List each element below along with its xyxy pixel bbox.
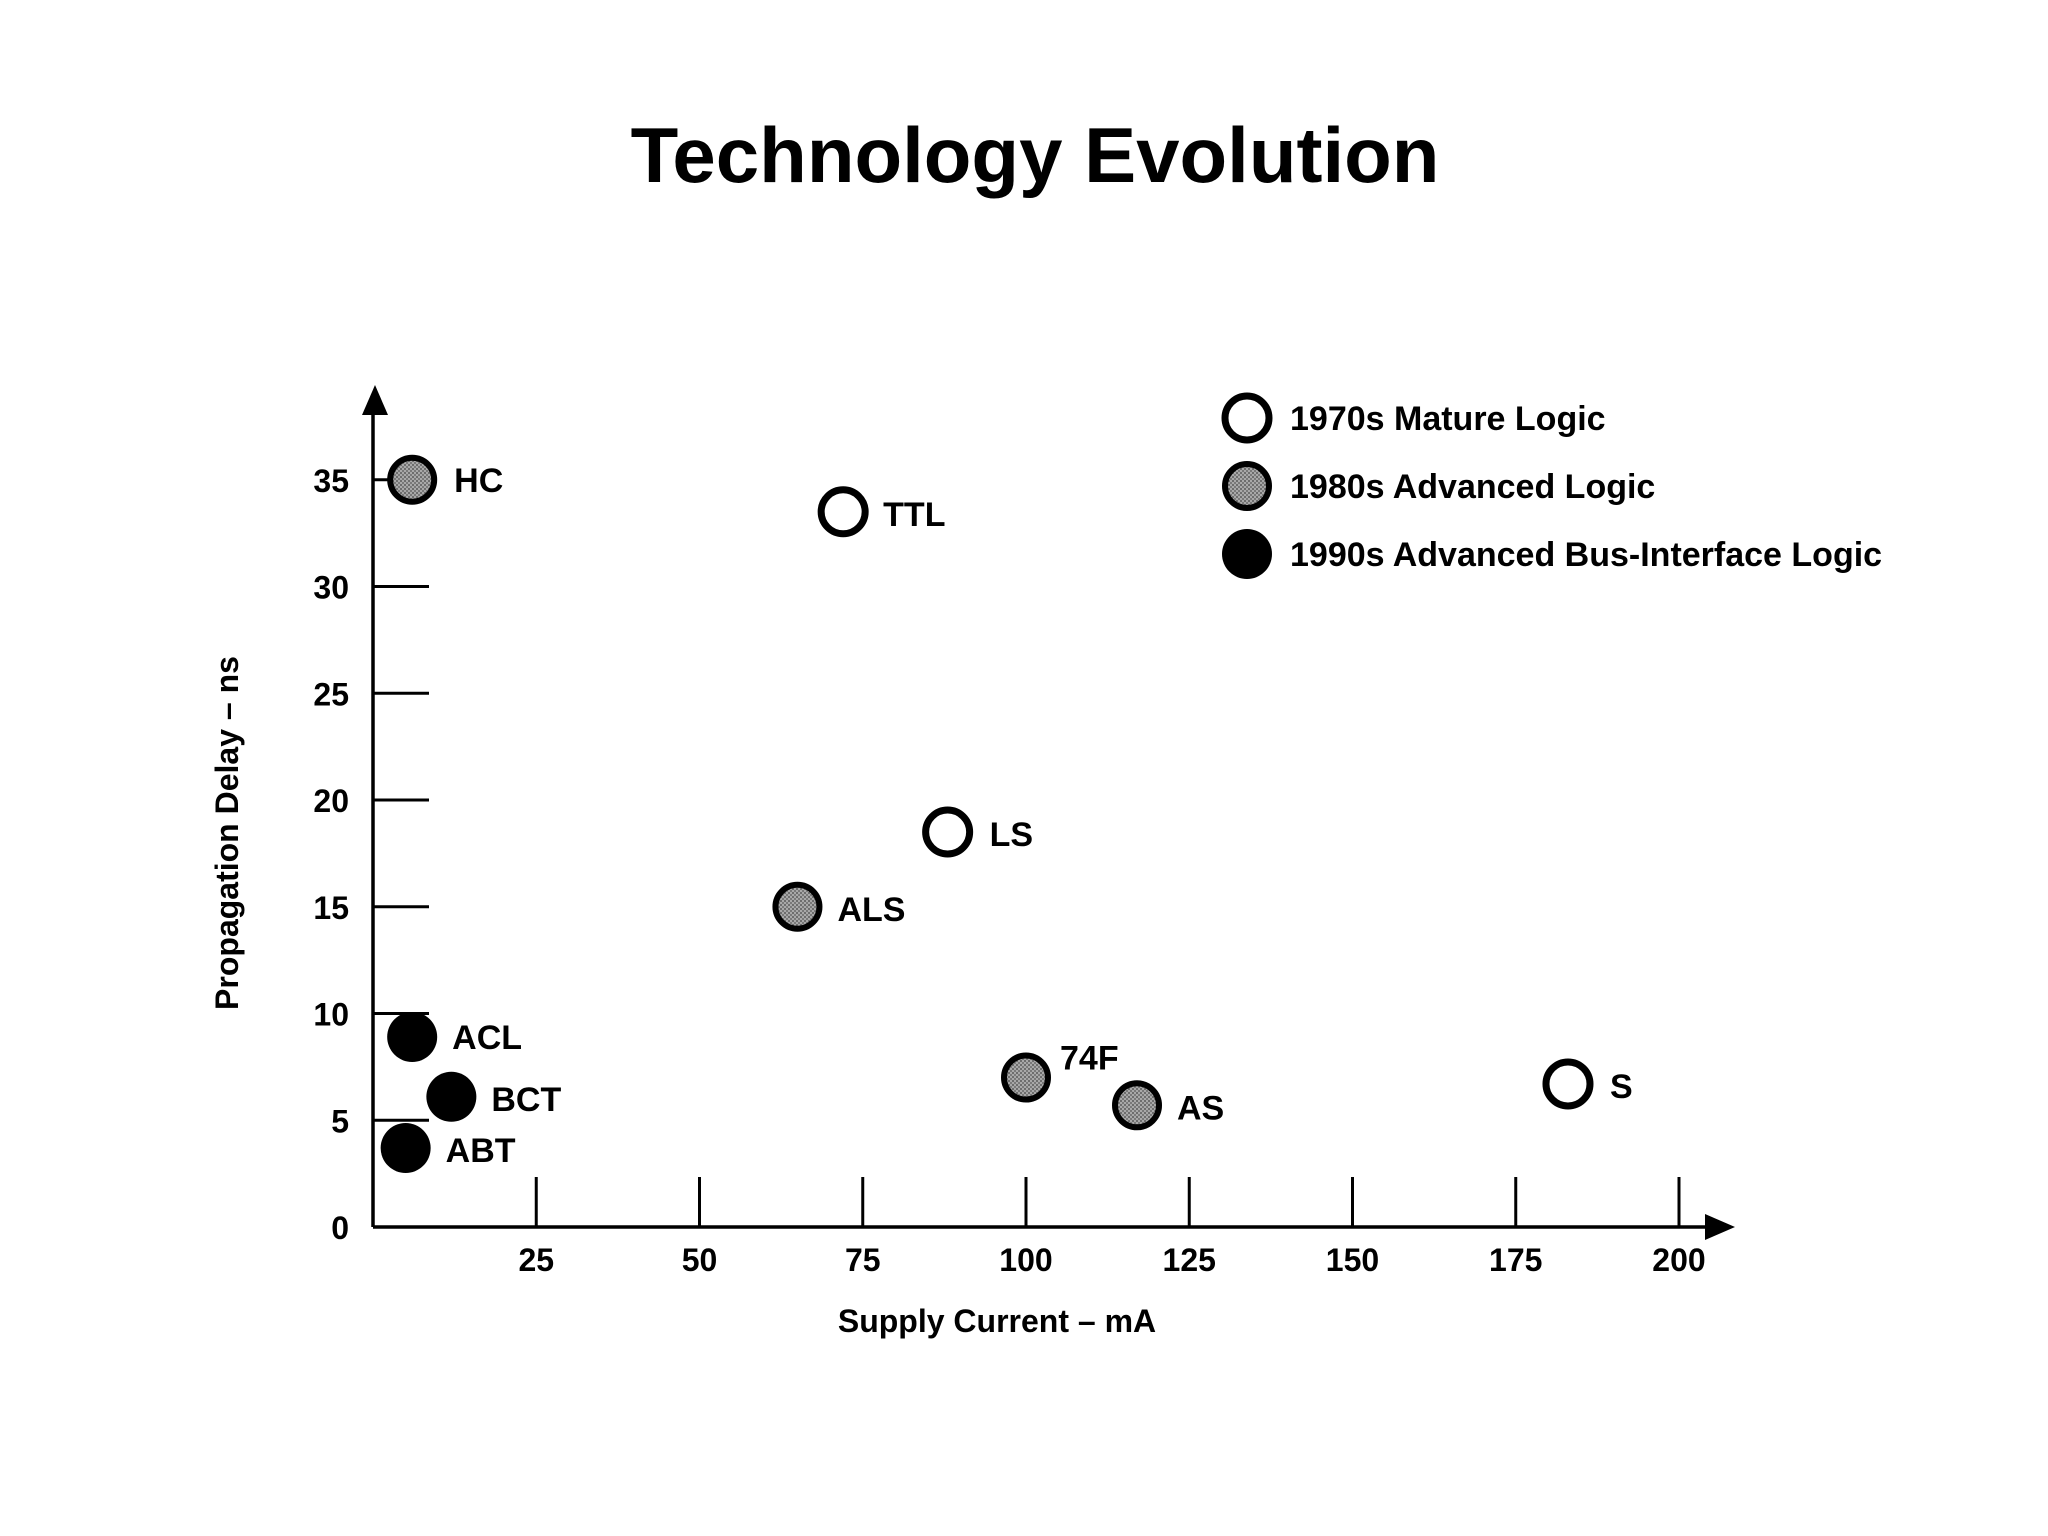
data-point-abt [380,1123,431,1174]
point-label-as: AS [1177,1089,1224,1127]
data-point-als [772,881,823,932]
point-label-ttl: TTL [883,496,945,534]
y-tick-label: 15 [313,890,349,926]
legend-marker [1222,529,1272,579]
y-tick-label: 25 [313,676,349,712]
y-axis-arrow [362,385,388,415]
x-tick-label: 150 [1326,1242,1379,1278]
x-tick-label: 100 [999,1242,1052,1278]
legend: 1970s Mature Logic 1980s Advanced Logic 19… [1221,392,1882,579]
point-label-abt: ABT [446,1132,516,1170]
data-point-s [1542,1058,1594,1110]
chart-title: Technology Evolution [631,111,1440,199]
point-label-ls: LS [990,816,1033,854]
legend-entry: 1990s Advanced Bus-Interface Logic [1290,536,1882,574]
legend-marker [1222,461,1272,511]
x-tick-label: 50 [682,1242,718,1278]
data-point-as [1112,1080,1163,1131]
axes [362,385,1735,1240]
data-point-bct [426,1071,477,1122]
data-point-ttl [817,486,869,538]
x-tick-label: 75 [845,1242,881,1278]
y-tick-label: 5 [331,1103,349,1139]
x-tick-label: 175 [1489,1242,1542,1278]
point-label-acl: ACL [452,1019,522,1057]
y-tick-label: 0 [331,1210,349,1246]
point-label-bct: BCT [491,1081,561,1119]
data-point-acl [387,1011,438,1062]
tick-group: 25 50 75 100 125 150 175 200 0 5 10 15 20 25 30 35 [313,463,1705,1278]
x-tick-label: 125 [1163,1242,1216,1278]
x-tick-label: 200 [1652,1242,1705,1278]
point-label-s: S [1610,1068,1633,1106]
point-label-als: ALS [837,891,905,929]
data-point-hc [387,454,438,505]
data-point-74f [1001,1052,1051,1103]
y-axis-label: Propagation Delay – ns [209,656,245,1010]
y-tick-label: 20 [313,783,349,819]
data-point-ls [922,806,974,858]
legend-marker [1221,392,1273,444]
point-label-74f: 74F [1060,1040,1119,1078]
legend-entry: 1980s Advanced Logic [1290,468,1655,506]
data-points: TTL LS S HC ALS 74F AS ACL BCT ABT [380,454,1633,1174]
x-axis-arrow [1705,1214,1735,1240]
x-axis-label: Supply Current – mA [838,1303,1156,1339]
y-tick-label: 30 [313,570,349,606]
y-tick-label: 35 [313,463,349,499]
x-tick-label: 25 [518,1242,554,1278]
legend-entry: 1970s Mature Logic [1290,400,1606,438]
y-tick-label: 10 [313,997,349,1033]
point-label-hc: HC [454,462,503,500]
